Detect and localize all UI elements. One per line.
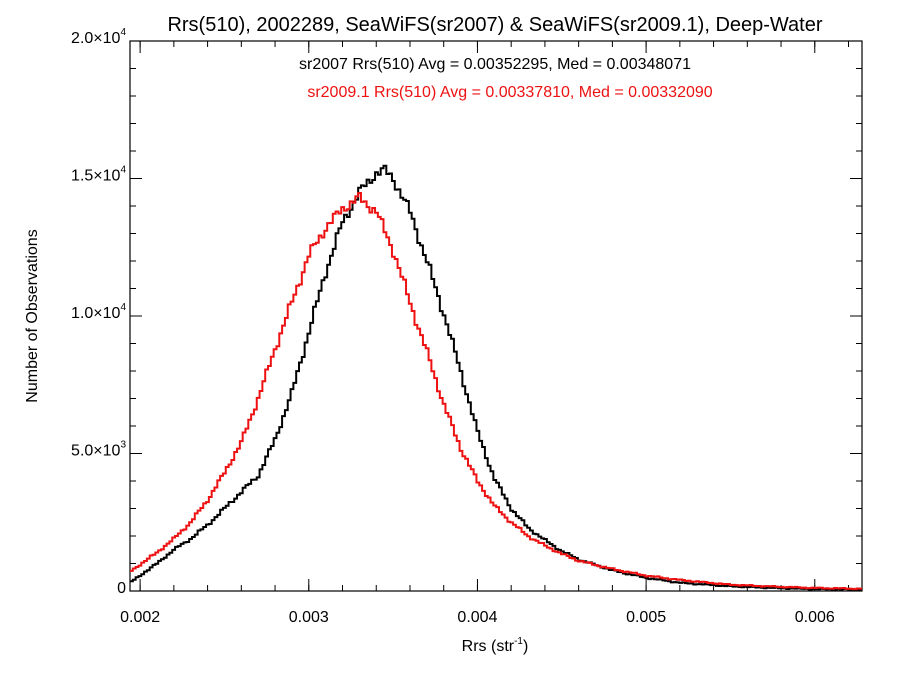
y-tick-label: 1.5×104 (71, 165, 126, 185)
x-tick-label: 0.006 (795, 609, 835, 626)
series-sr2007-histogram (130, 164, 862, 591)
series-layer (130, 164, 862, 591)
x-tick-label: 0.002 (120, 609, 160, 626)
x-axis-label: Rrs (str-1) (462, 636, 529, 655)
y-tick-label-exponent: 3 (120, 440, 126, 451)
x-axis-ticks: 0.002 0.003 0.004 0.005 0.006 (120, 41, 850, 626)
series-sr2009-1-histogram (130, 192, 862, 591)
annotation-sr2007: sr2007 Rrs(510) Avg = 0.00352295, Med = … (299, 56, 691, 73)
y-tick-label: 2.0×104 (71, 27, 126, 47)
y-tick-label-exponent: 4 (120, 27, 126, 38)
x-axis-label-tail: ) (523, 638, 528, 655)
x-tick-label: 0.003 (289, 609, 329, 626)
annotation-sr2009-1: sr2009.1 Rrs(510) Avg = 0.00337810, Med … (307, 84, 712, 101)
y-axis-label: Number of Observations (24, 229, 41, 402)
y-tick-label-base: 5.0×10 (71, 443, 120, 460)
x-axis-label-sup: -1 (514, 636, 523, 647)
y-tick-label-base: 1.0×10 (71, 305, 120, 322)
x-tick-label: 0.005 (626, 609, 666, 626)
y-tick-label-base: 2.0×10 (71, 30, 120, 47)
y-tick-label-base: 1.5×10 (71, 168, 120, 185)
chart-title: Rrs(510), 2002289, SeaWiFS(sr2007) & Sea… (167, 14, 822, 36)
y-tick-label-exponent: 4 (120, 302, 126, 313)
y-tick-label: 1.0×104 (71, 302, 126, 322)
x-axis-label-main: Rrs (str (462, 638, 515, 655)
y-tick-label-exponent: 4 (120, 165, 126, 176)
x-tick-label: 0.004 (457, 609, 497, 626)
y-tick-label: 5.0×103 (71, 440, 126, 460)
y-tick-label-base: 0 (117, 580, 126, 597)
y-tick-label: 0 (117, 580, 126, 597)
